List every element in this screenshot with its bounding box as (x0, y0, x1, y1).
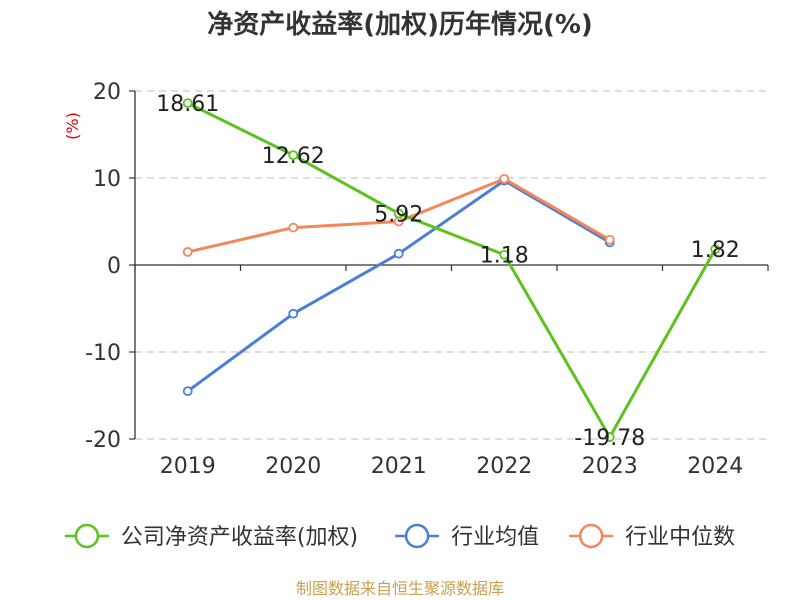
x-tick-label-2019: 2019 (160, 454, 216, 479)
y-tick-label-0: 0 (107, 254, 121, 279)
data-point-0-2021[interactable] (393, 208, 404, 219)
data-point-1-2020[interactable] (288, 308, 299, 319)
legend[interactable]: 公司净资产收益率(加权) 行业均值 行业中位数 (64, 523, 735, 550)
data-label-2021: 5.92 (374, 202, 423, 227)
data-label-2024: 1.82 (691, 238, 740, 263)
data-point-1-2021[interactable] (393, 248, 404, 259)
data-point-0-2020[interactable] (288, 150, 299, 161)
chart-title: 净资产收益率(加权)历年情况(%) (207, 9, 593, 40)
data-point-2-2023[interactable] (604, 234, 615, 245)
x-tick-label-2023: 2023 (582, 454, 638, 479)
series-layer (182, 98, 721, 442)
y-axis-unit: (%) (63, 112, 82, 140)
x-tick-label-2021: 2021 (371, 454, 427, 479)
data-labels: 18.61 12.62 5.92 1.18 -19.78 1.82 (156, 92, 739, 451)
data-label-2019: 18.61 (156, 92, 219, 117)
y-tick-label-10: 10 (93, 167, 121, 192)
legend-item-2[interactable]: 行业中位数 (569, 523, 735, 550)
data-point-0-2023[interactable] (604, 432, 615, 442)
legend-label-0: 公司净资产收益率(加权) (121, 525, 358, 550)
y-tick-label--20: -20 (85, 428, 121, 453)
legend-item-0[interactable]: 公司净资产收益率(加权) (64, 523, 358, 550)
axes: 20 10 0 -10 -20 2019 2020 2021 2022 2023 2024 (85, 80, 769, 479)
data-point-0-2019[interactable] (182, 98, 193, 108)
y-tick-label-20: 20 (93, 80, 121, 105)
x-tick-label-2022: 2022 (476, 454, 532, 479)
x-tick-label-2024: 2024 (687, 454, 743, 479)
data-point-0-2022[interactable] (499, 249, 510, 260)
legend-circle-symbol (404, 523, 430, 549)
legend-label-2: 行业中位数 (625, 525, 735, 550)
legend-item-1[interactable]: 行业均值 (395, 523, 539, 550)
legend-label-1: 行业均值 (451, 525, 539, 550)
data-label-2020: 12.62 (262, 144, 325, 169)
source-note: 制图数据来自恒生聚源数据库 (296, 579, 504, 598)
data-point-2-2019[interactable] (182, 247, 193, 257)
grid-lines (135, 90, 768, 440)
series-line-0 (187, 101, 717, 439)
legend-circle-symbol (578, 523, 604, 549)
data-label-2022: 1.18 (480, 244, 529, 269)
data-point-0-2024[interactable] (710, 244, 721, 255)
data-point-1-2019[interactable] (182, 386, 193, 397)
legend-circle-symbol (74, 523, 100, 549)
data-point-2-2022[interactable] (499, 173, 510, 184)
y-tick-label--10: -10 (85, 341, 121, 366)
data-label-2023: -19.78 (574, 426, 645, 451)
x-tick-label-2020: 2020 (265, 454, 321, 479)
data-point-2-2020[interactable] (288, 222, 299, 233)
